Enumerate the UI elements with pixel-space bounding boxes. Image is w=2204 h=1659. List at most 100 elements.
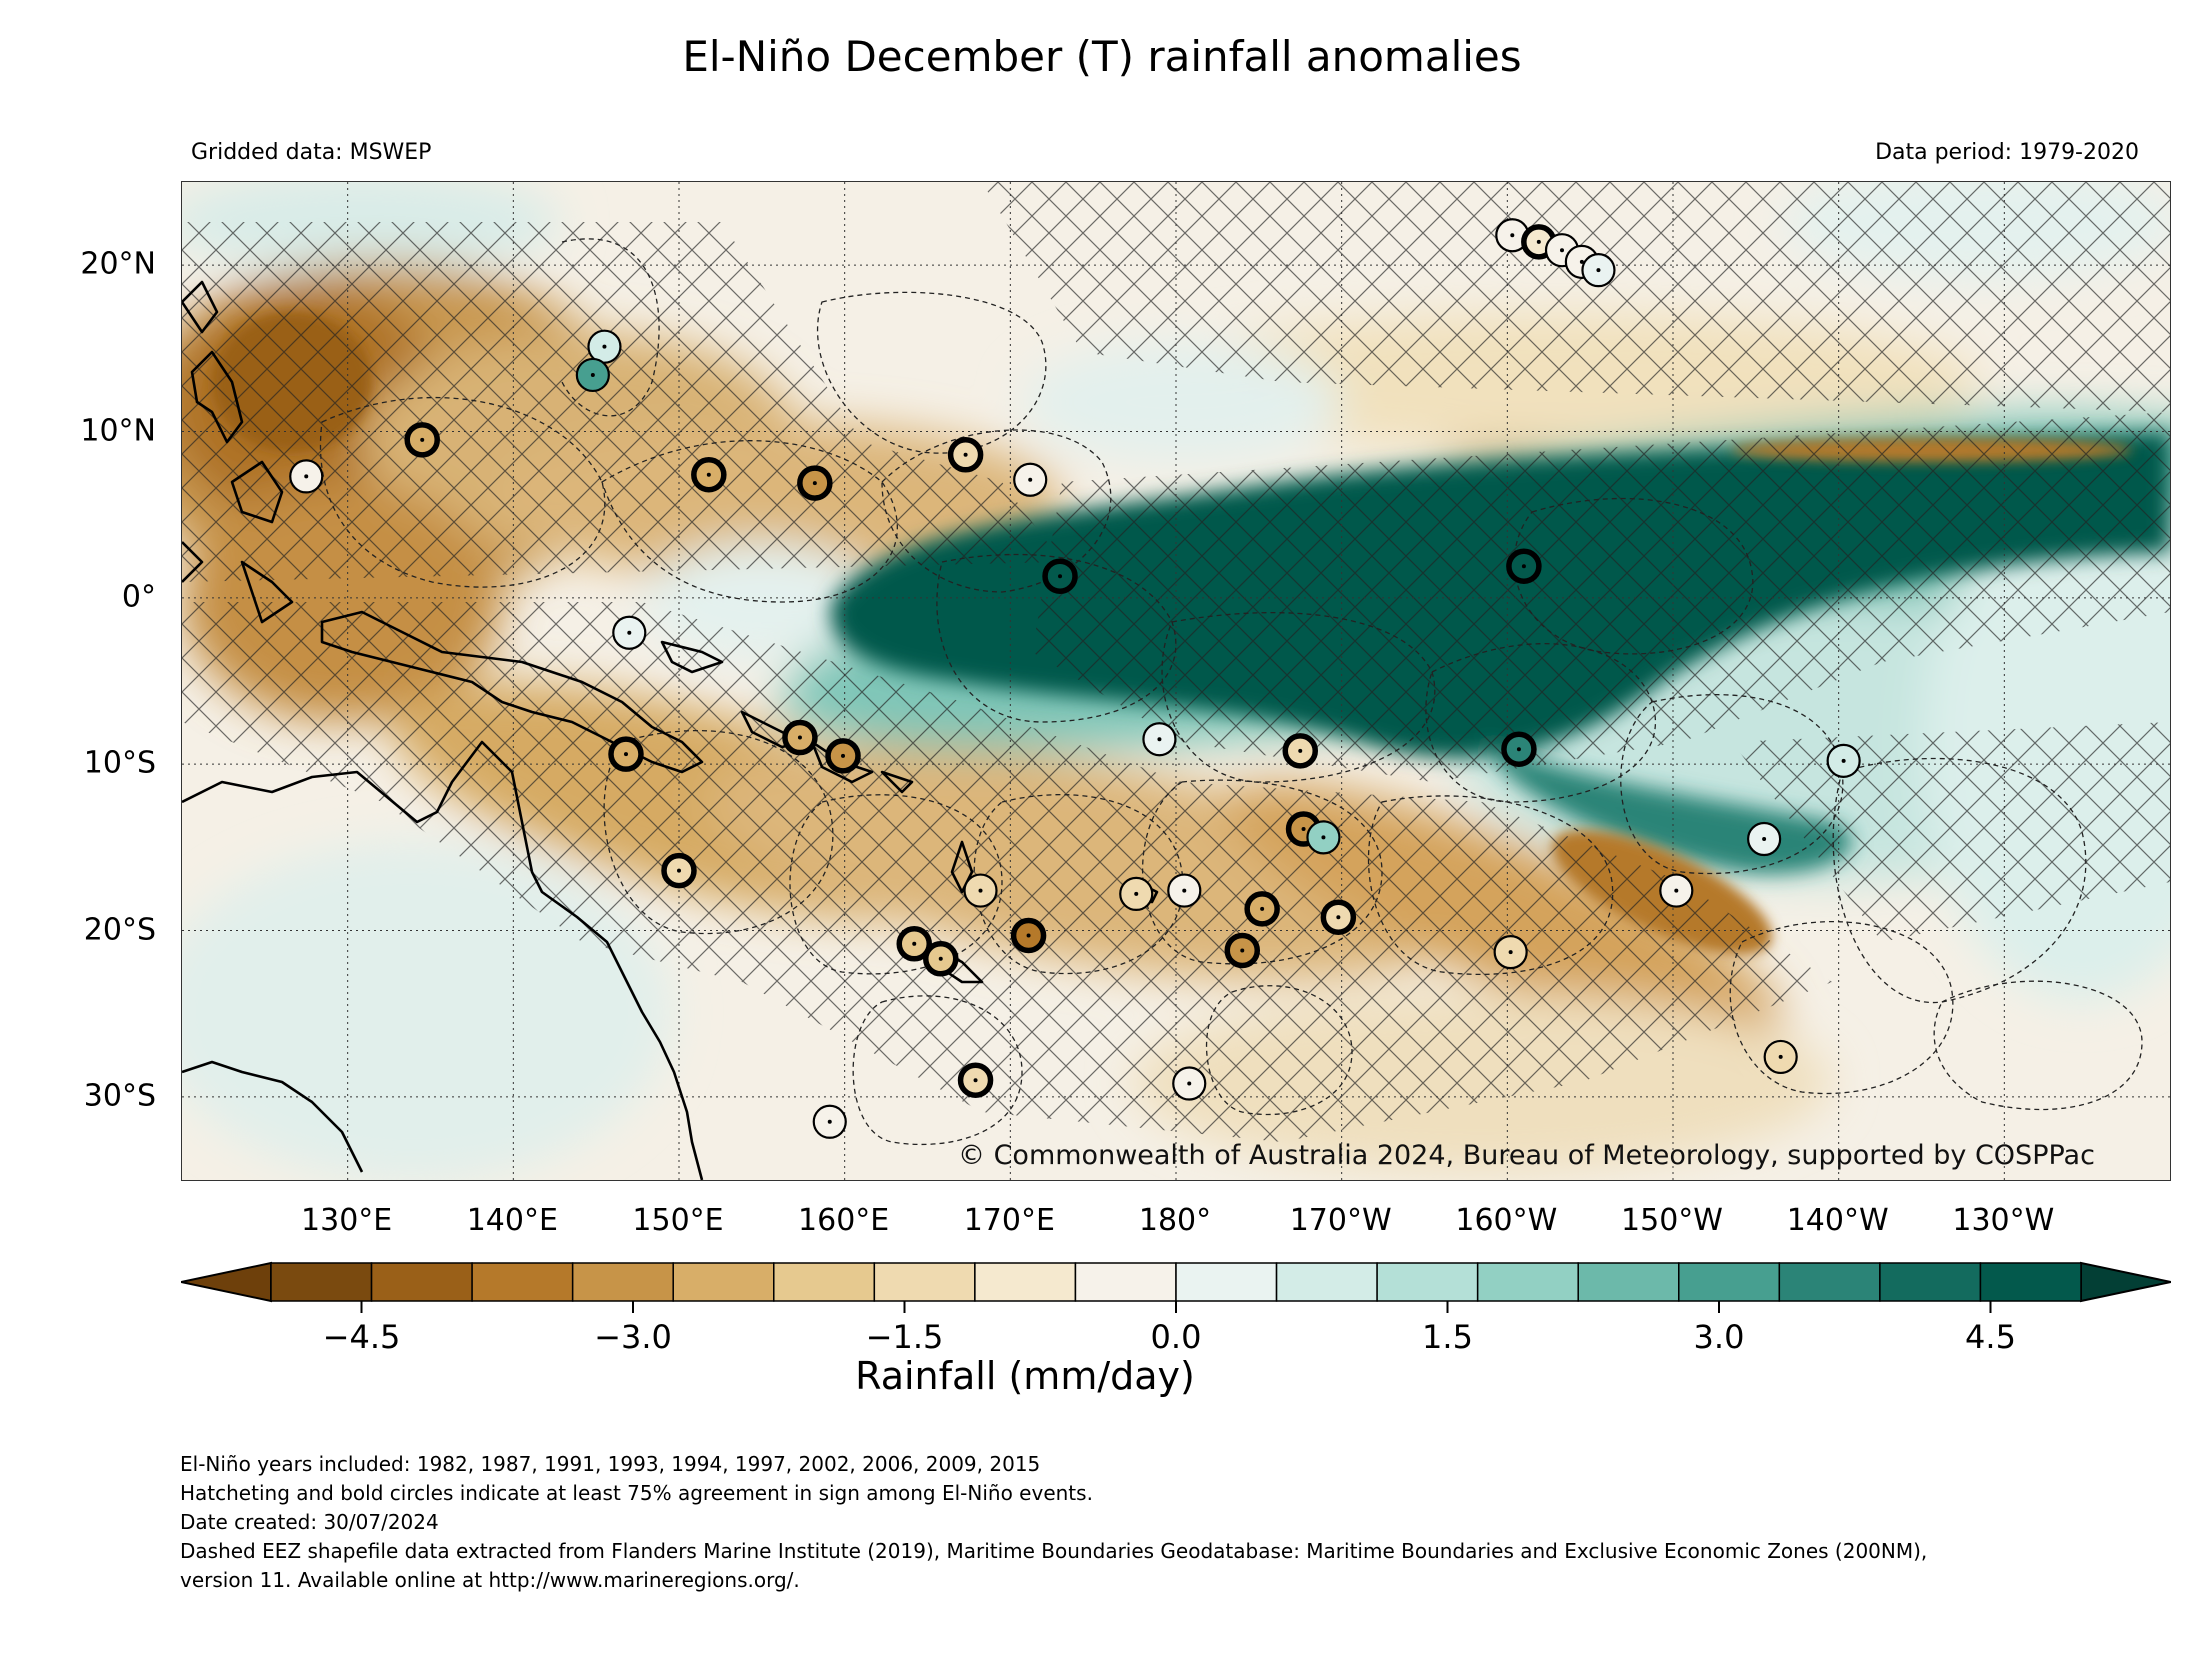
island-dot xyxy=(420,437,425,442)
island-dot xyxy=(912,941,917,946)
colorbar-segment xyxy=(773,1262,876,1302)
colorbar-tick-label: 0.0 xyxy=(1150,1318,1202,1356)
australia-coast xyxy=(182,740,704,1180)
colorbar-tick-label: −3.0 xyxy=(594,1318,672,1356)
colorbar-segment xyxy=(1678,1262,1781,1302)
graticule xyxy=(182,182,2170,1180)
island-dot xyxy=(706,472,711,477)
island-dot xyxy=(1301,827,1306,832)
island-dot xyxy=(1182,888,1187,893)
footnote-line: Hatcheting and bold circles indicate at … xyxy=(180,1481,1093,1505)
island-dot xyxy=(1579,259,1584,264)
longitude-label: 130°W xyxy=(1952,1203,2055,1238)
island-dot xyxy=(1058,574,1063,579)
island-dot xyxy=(1187,1081,1192,1086)
significance-hatching xyxy=(182,182,2170,1142)
colorbar-segment xyxy=(1175,1262,1278,1302)
island-dot xyxy=(1536,239,1541,244)
colorbar-tick-label: 3.0 xyxy=(1693,1318,1745,1356)
colorbar-tick-label: −1.5 xyxy=(865,1318,944,1356)
copyright-notice: © Commonwealth of Australia 2024, Bureau… xyxy=(958,1140,2095,1171)
latitude-label: 0° xyxy=(121,579,156,615)
colorbar-segment xyxy=(672,1262,775,1302)
rainfall-anomaly-map xyxy=(181,181,2171,1181)
colorbar-segment xyxy=(1979,1262,2082,1302)
longitude-label: 130°E xyxy=(301,1203,393,1238)
island-dot xyxy=(1674,888,1679,893)
new-guinea-coast xyxy=(320,610,704,774)
latitude-label: 10°S xyxy=(83,745,156,781)
colorbar-tick-label: 4.5 xyxy=(1965,1318,2016,1356)
colorbar-segment xyxy=(1476,1262,1579,1302)
longitude-label: 160°W xyxy=(1455,1203,1558,1238)
colorbar-segment xyxy=(471,1262,574,1302)
colorbar-segment xyxy=(1577,1262,1680,1302)
island-dot xyxy=(1321,835,1326,840)
island-dot xyxy=(1778,1054,1783,1059)
colorbar-segment xyxy=(974,1262,1077,1302)
island-dot xyxy=(938,956,943,961)
island-dot xyxy=(677,868,681,873)
colorbar-segment xyxy=(1074,1262,1177,1302)
island-dot xyxy=(627,630,632,635)
longitude-label: 170°E xyxy=(963,1203,1055,1238)
map-svg xyxy=(182,182,2170,1180)
island-dot xyxy=(827,1119,832,1124)
island-dot xyxy=(1260,906,1265,911)
island-dot xyxy=(1841,758,1846,763)
island-dot xyxy=(590,372,595,377)
footnote-line: El-Niño years included: 1982, 1987, 1991… xyxy=(180,1452,1041,1476)
data-period-label: Data period: 1979-2020 xyxy=(1875,140,2139,165)
island-dot xyxy=(1134,891,1139,896)
island-dot xyxy=(812,481,817,486)
island-dot xyxy=(1026,933,1031,938)
island-dot xyxy=(1157,737,1162,742)
chart-title: El-Niño December (T) rainfall anomalies xyxy=(682,32,1522,81)
footnote-line: Date created: 30/07/2024 xyxy=(180,1510,439,1534)
latitude-label: 30°S xyxy=(83,1078,156,1114)
data-source-label: Gridded data: MSWEP xyxy=(191,140,432,165)
colorbar-segment xyxy=(1879,1262,1982,1302)
longitude-label: 140°W xyxy=(1786,1203,1889,1238)
island-dot xyxy=(623,752,628,757)
island-dot xyxy=(841,753,846,758)
colorbar xyxy=(181,1261,2171,1313)
island-dot xyxy=(1510,233,1515,238)
longitude-label: 150°E xyxy=(632,1203,724,1238)
colorbar-tick-label: −4.5 xyxy=(322,1318,401,1356)
island-dot xyxy=(963,452,968,457)
latitude-label: 20°S xyxy=(83,912,156,947)
coastlines xyxy=(182,280,1159,1180)
island-dot xyxy=(1516,747,1521,752)
island-dot xyxy=(1596,268,1601,273)
longitude-label: 180° xyxy=(1138,1203,1212,1238)
longitude-label: 150°W xyxy=(1621,1203,1723,1238)
colorbar-tick-label: 1.5 xyxy=(1422,1318,1473,1356)
colorbar-segment xyxy=(370,1262,473,1302)
colorbar-label: Rainfall (mm/day) xyxy=(855,1354,1195,1398)
colorbar-segment xyxy=(873,1262,976,1302)
colorbar-segment xyxy=(1275,1262,1378,1302)
island-dot xyxy=(602,344,607,349)
colorbar-segment xyxy=(1778,1262,1881,1302)
island-markers xyxy=(289,218,1861,1139)
colorbar-segment xyxy=(571,1262,674,1302)
colorbar-segment xyxy=(270,1262,373,1302)
colorbar-under-extension xyxy=(181,1261,272,1303)
longitude-label: 170°W xyxy=(1289,1203,1392,1238)
footnotes: El-Niño years included: 1982, 1987, 1991… xyxy=(180,1450,1927,1595)
colorbar-segment xyxy=(1376,1262,1479,1302)
latitude-label: 10°N xyxy=(80,413,156,448)
island-dot xyxy=(978,888,983,893)
philippines-coast xyxy=(190,350,244,444)
footnote-line: Dashed EEZ shapefile data extracted from… xyxy=(180,1539,1928,1563)
longitude-label: 160°E xyxy=(798,1203,890,1238)
island-dot xyxy=(1508,950,1513,955)
island-dot xyxy=(973,1078,978,1083)
colorbar-over-extension xyxy=(2080,1261,2171,1303)
island-dot xyxy=(1028,477,1033,482)
latitude-label: 20°N xyxy=(80,246,156,282)
island-dot xyxy=(797,735,802,740)
island-dot xyxy=(1762,837,1767,842)
island-dot xyxy=(1298,748,1303,753)
